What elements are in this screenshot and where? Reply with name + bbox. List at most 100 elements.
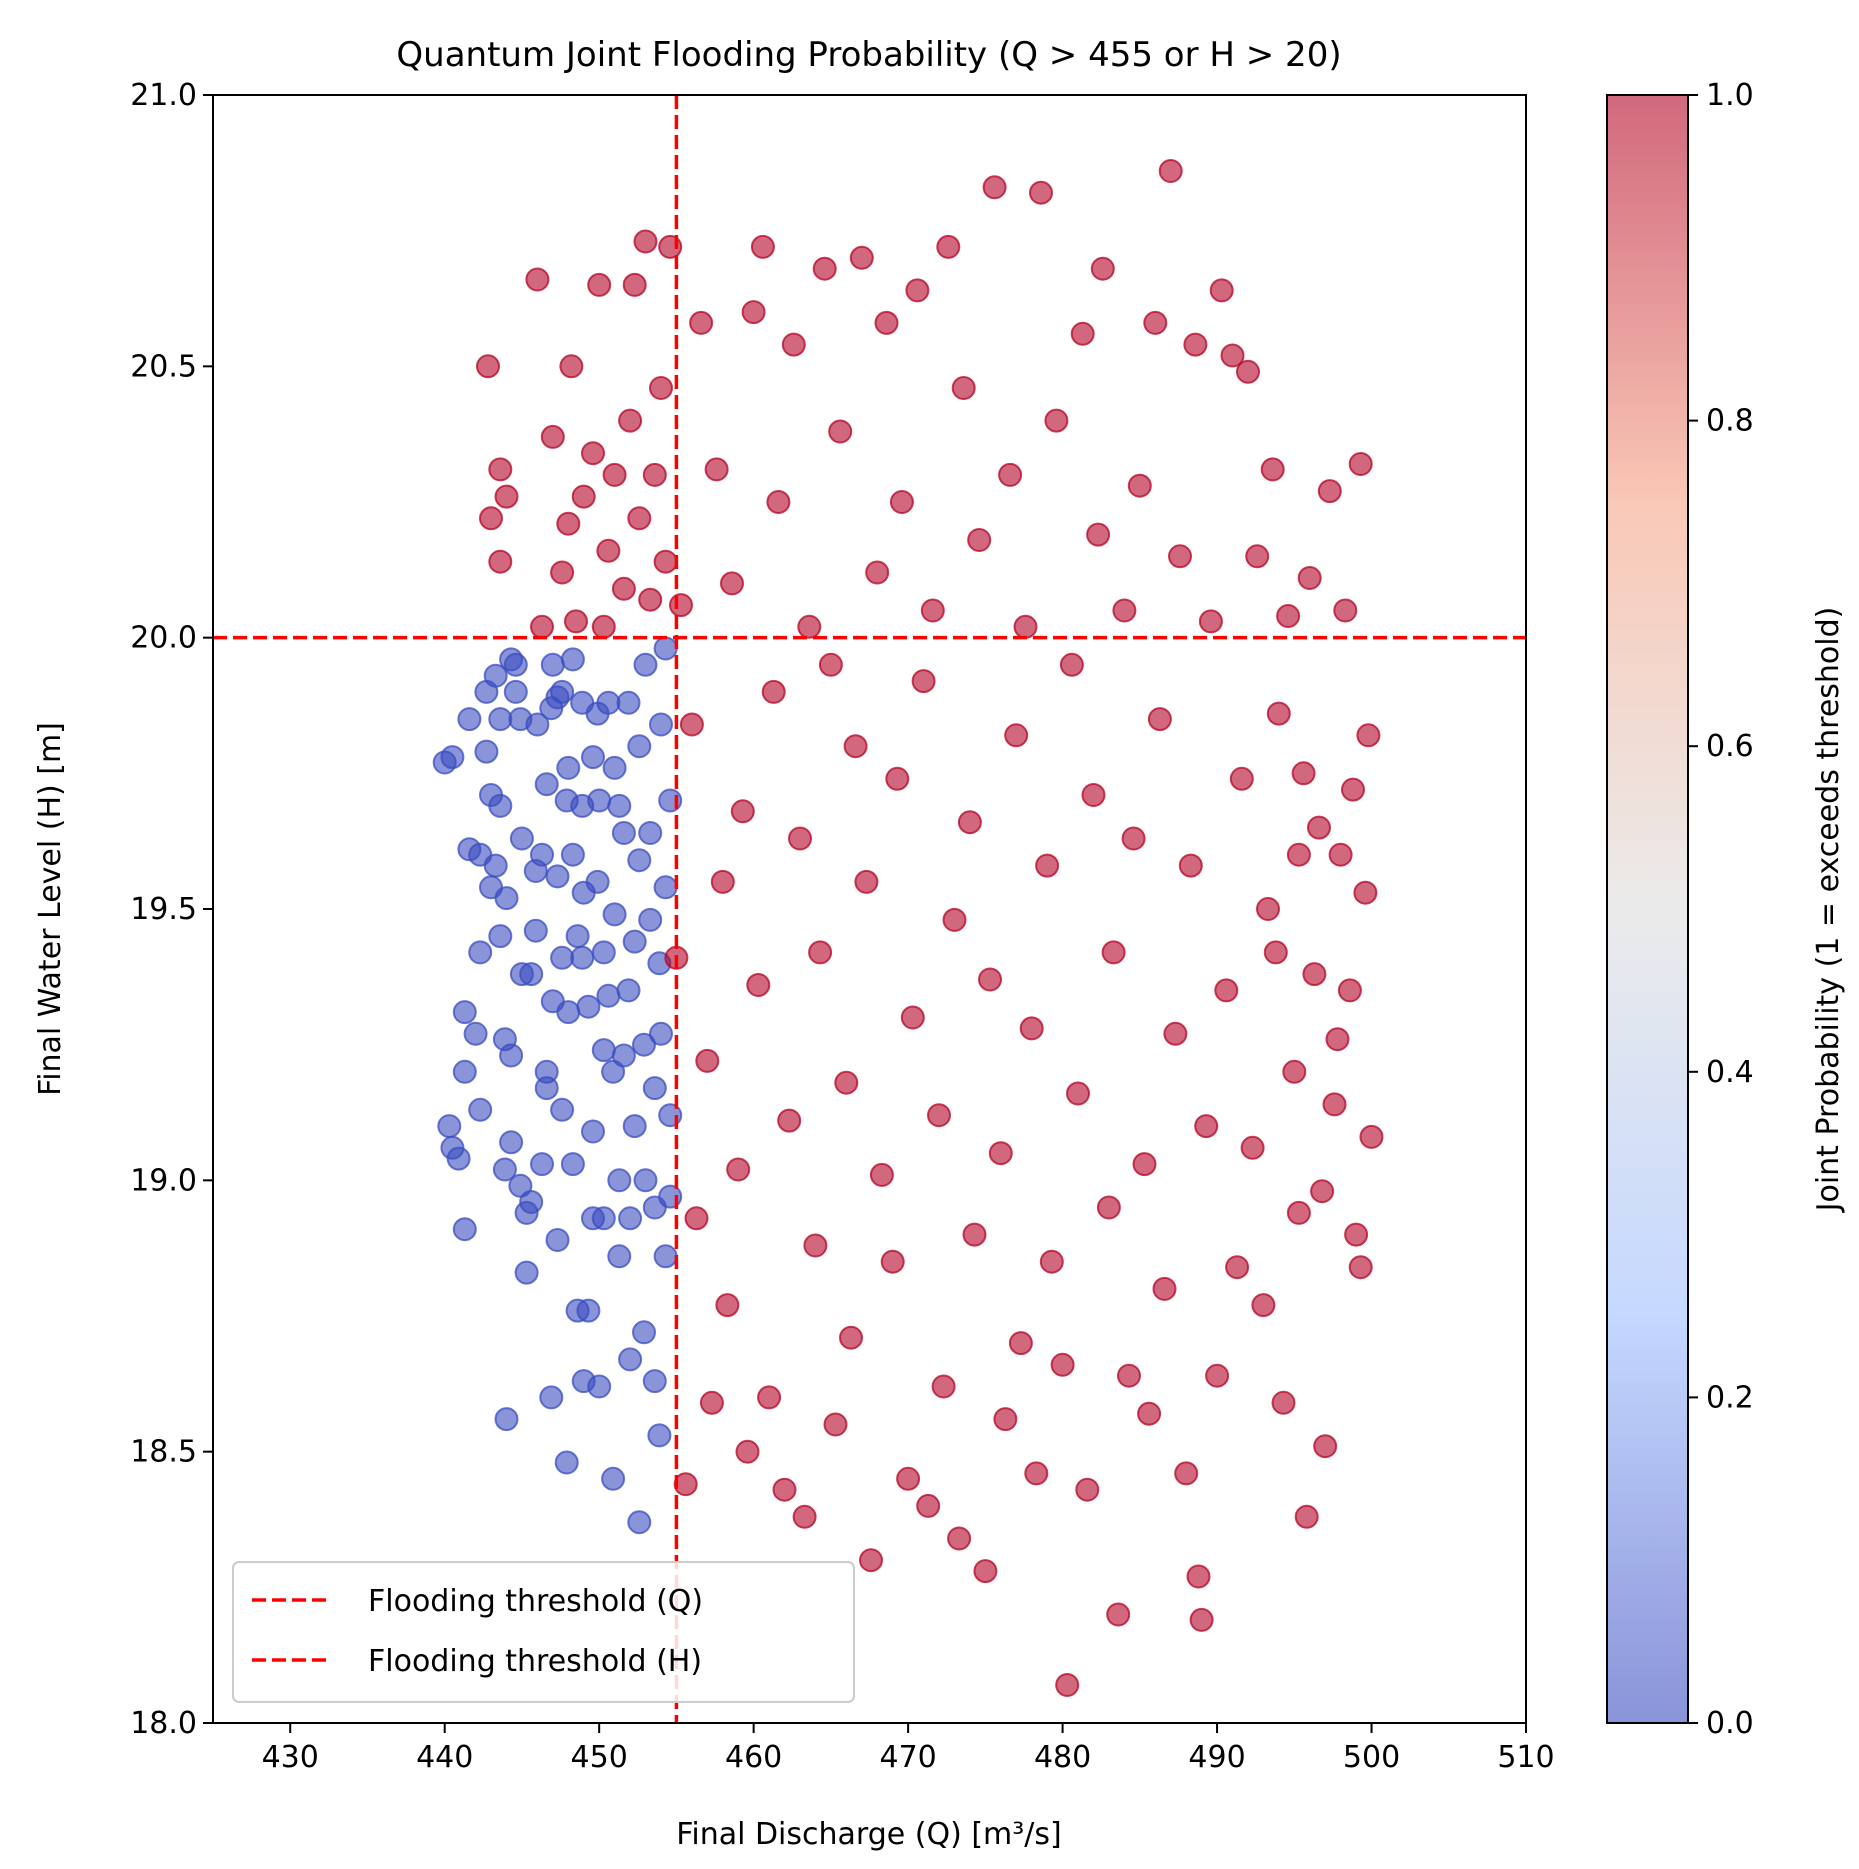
data-point-low — [483, 853, 508, 878]
data-point-high — [854, 869, 879, 894]
plot-area — [213, 95, 1526, 1723]
data-point-high — [1325, 1027, 1350, 1052]
threshold-lines — [213, 95, 1526, 1723]
y-tick-label: 18.0 — [130, 1706, 197, 1741]
data-point-low — [602, 902, 627, 927]
data-point-high — [1356, 723, 1381, 748]
data-point-low — [570, 945, 595, 970]
colorbar-tick-label: 0.8 — [1706, 404, 1754, 439]
data-point-low — [581, 745, 605, 770]
x-tick-label: 440 — [416, 1740, 473, 1775]
data-point-high — [1050, 1352, 1075, 1377]
x-axis-ticks: 430 440 450 460 470 480 490 500 510 — [262, 1723, 1555, 1775]
data-point-high — [1353, 880, 1378, 905]
colorbar-tick-label: 0.6 — [1706, 729, 1754, 764]
data-point-high — [642, 462, 667, 487]
data-point-low — [638, 821, 663, 845]
x-tick-label: 430 — [262, 1740, 319, 1775]
data-point-low — [607, 793, 632, 818]
data-point-low — [492, 1157, 517, 1182]
data-point-low — [653, 636, 678, 661]
x-tick-label: 470 — [879, 1740, 936, 1775]
x-tick-label: 500 — [1343, 1740, 1400, 1775]
data-point-high — [1251, 1293, 1276, 1318]
colorbar: 0.0 0.2 0.4 0.6 0.8 1.0 Joint Probability (1 … — [1606, 78, 1846, 1741]
data-point-low — [488, 924, 513, 949]
data-point-high — [993, 1407, 1018, 1432]
colorbar-tick-label: 0.0 — [1706, 1706, 1754, 1741]
data-point-high — [1245, 544, 1270, 569]
colorbar-gradient — [1607, 95, 1688, 1723]
data-point-high — [669, 593, 693, 618]
data-point-high — [1209, 278, 1234, 303]
data-point-low — [550, 945, 575, 970]
x-tick-label: 450 — [571, 1740, 628, 1775]
data-point-high — [859, 1548, 883, 1573]
data-point-low — [483, 663, 508, 688]
data-point-high — [715, 1293, 740, 1318]
data-point-low — [556, 1000, 581, 1025]
data-point-high — [761, 679, 786, 704]
data-point-high — [818, 652, 843, 677]
data-point-low — [554, 1450, 579, 1475]
data-point-low — [618, 1206, 643, 1231]
data-point-high — [998, 462, 1023, 487]
data-point-low — [468, 940, 493, 965]
data-point-high — [1029, 180, 1053, 205]
colorbar-frame — [1606, 94, 1689, 1724]
data-point-high — [488, 457, 513, 482]
data-point-high — [653, 549, 678, 574]
data-point-high — [1070, 321, 1095, 346]
data-point-high — [1127, 473, 1152, 498]
y-tick-label: 18.5 — [130, 1435, 197, 1470]
data-point-high — [1317, 479, 1342, 504]
data-point-high — [564, 609, 588, 634]
data-point-low — [653, 1244, 678, 1269]
data-point-high — [1282, 1059, 1307, 1084]
data-point-high — [843, 734, 868, 759]
data-point-low — [514, 1260, 539, 1285]
data-point-high — [684, 1206, 709, 1231]
data-point-low — [622, 929, 647, 954]
data-point-low — [503, 679, 528, 704]
data-point-high — [649, 376, 673, 400]
data-point-high — [1081, 783, 1106, 807]
data-point-high — [792, 1504, 817, 1529]
data-point-high — [834, 1070, 859, 1095]
data-point-low — [632, 1320, 656, 1345]
data-point-low — [452, 1217, 477, 1242]
data-point-high — [1086, 522, 1111, 547]
data-point-high — [1112, 598, 1137, 623]
legend-label-h: Flooding threshold (H) — [368, 1644, 702, 1679]
data-point-low — [446, 1146, 471, 1171]
data-point-high — [726, 1157, 751, 1182]
data-point-high — [1132, 1152, 1157, 1177]
data-point-low — [633, 652, 658, 677]
data-point-high — [916, 1493, 941, 1518]
data-point-high — [1174, 1461, 1199, 1486]
data-point-low — [519, 1190, 544, 1214]
data-point-high — [812, 256, 837, 281]
data-point-high — [1266, 701, 1291, 726]
data-point-high — [839, 1325, 863, 1350]
data-point-high — [689, 310, 714, 335]
data-point-low — [642, 1076, 667, 1101]
data-point-high — [967, 528, 992, 552]
data-point-high — [788, 826, 812, 851]
data-point-low — [607, 1168, 632, 1193]
data-point-high — [828, 419, 853, 444]
data-point-high — [1178, 853, 1203, 878]
data-point-low — [607, 1244, 632, 1269]
data-point-low — [560, 647, 585, 672]
y-tick-label: 19.0 — [130, 1163, 197, 1198]
data-point-high — [951, 376, 976, 400]
data-point-low — [499, 1043, 524, 1068]
data-point-high — [1004, 723, 1029, 748]
legend-label-q: Flooding threshold (Q) — [368, 1584, 703, 1619]
data-point-high — [1044, 408, 1069, 433]
data-point-high — [931, 1374, 956, 1399]
data-point-low — [591, 1206, 616, 1231]
data-point-low — [550, 679, 575, 704]
data-point-high — [1348, 452, 1373, 476]
data-point-low — [647, 1423, 672, 1448]
